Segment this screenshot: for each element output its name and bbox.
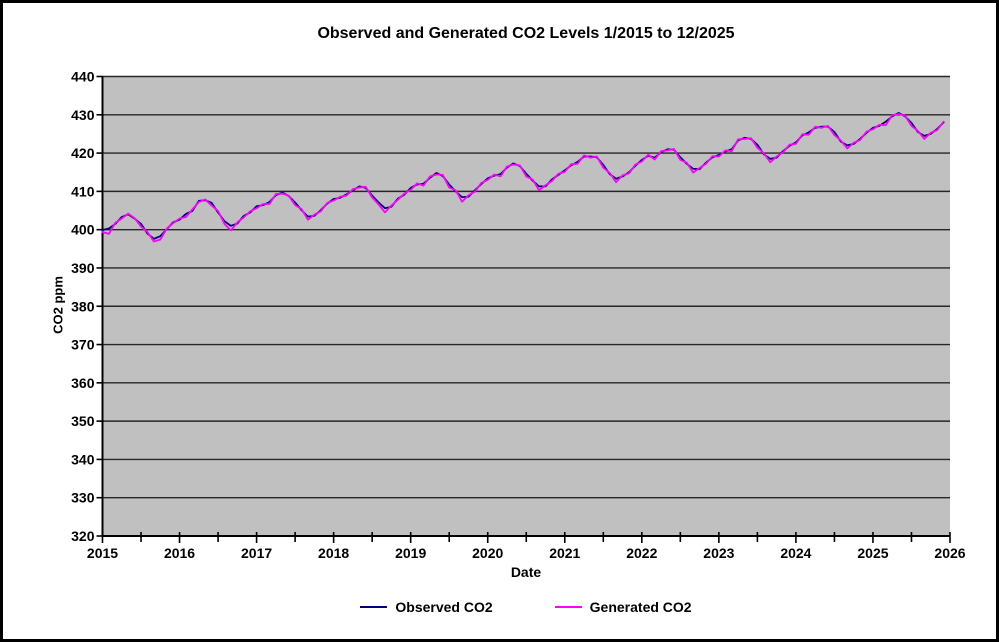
legend-item-generated: Generated CO2 (554, 599, 692, 615)
y-tick-label: 420 (71, 145, 95, 161)
legend-label-generated: Generated CO2 (589, 599, 692, 615)
x-tick-label: 2020 (472, 545, 503, 561)
generated-co2-line (101, 113, 945, 243)
legend-label-observed: Observed CO2 (395, 599, 493, 615)
y-tick-label: 360 (71, 375, 95, 391)
observed-line-swatch-icon (360, 606, 388, 608)
generated-line-swatch-icon (554, 606, 582, 608)
x-tick-label: 2017 (241, 545, 272, 561)
y-tick-label: 410 (71, 183, 95, 199)
x-tick-label: 2015 (87, 545, 118, 561)
y-tick-label: 400 (71, 222, 95, 238)
y-tick-label: 370 (71, 337, 95, 353)
x-tick-label: 2025 (857, 545, 888, 561)
x-axis-title: Date (510, 564, 542, 580)
y-tick-label: 430 (71, 107, 95, 123)
y-tick-label: 330 (71, 490, 95, 506)
y-tick-label: 440 (71, 69, 95, 85)
x-tick-label: 2019 (395, 545, 426, 561)
legend-item-observed: Observed CO2 (360, 599, 493, 615)
y-tick-label: 380 (71, 298, 95, 314)
x-tick-label: 2016 (164, 545, 195, 561)
x-tick-label: 2026 (934, 545, 965, 561)
co2-line-chart: 320 330 340 350 360 370 380 390 400 410 420 430 440 2… (71, 69, 966, 562)
y-tick-label: 350 (71, 413, 95, 429)
x-tick-label: 2018 (318, 545, 349, 561)
chart-title: Observed and Generated CO2 Levels 1/2015… (317, 25, 735, 42)
y-tick-label: 340 (71, 451, 95, 467)
x-tick-label: 2021 (549, 545, 580, 561)
y-axis-title: CO2 ppm (50, 276, 66, 334)
y-tick-label: 320 (71, 528, 95, 544)
x-tick-label: 2023 (703, 545, 734, 561)
chart-legend: Observed CO2 Generated CO2 (102, 599, 950, 615)
x-tick-label: 2024 (780, 545, 811, 561)
x-tick-label: 2022 (626, 545, 657, 561)
y-tick-label: 390 (71, 260, 95, 276)
